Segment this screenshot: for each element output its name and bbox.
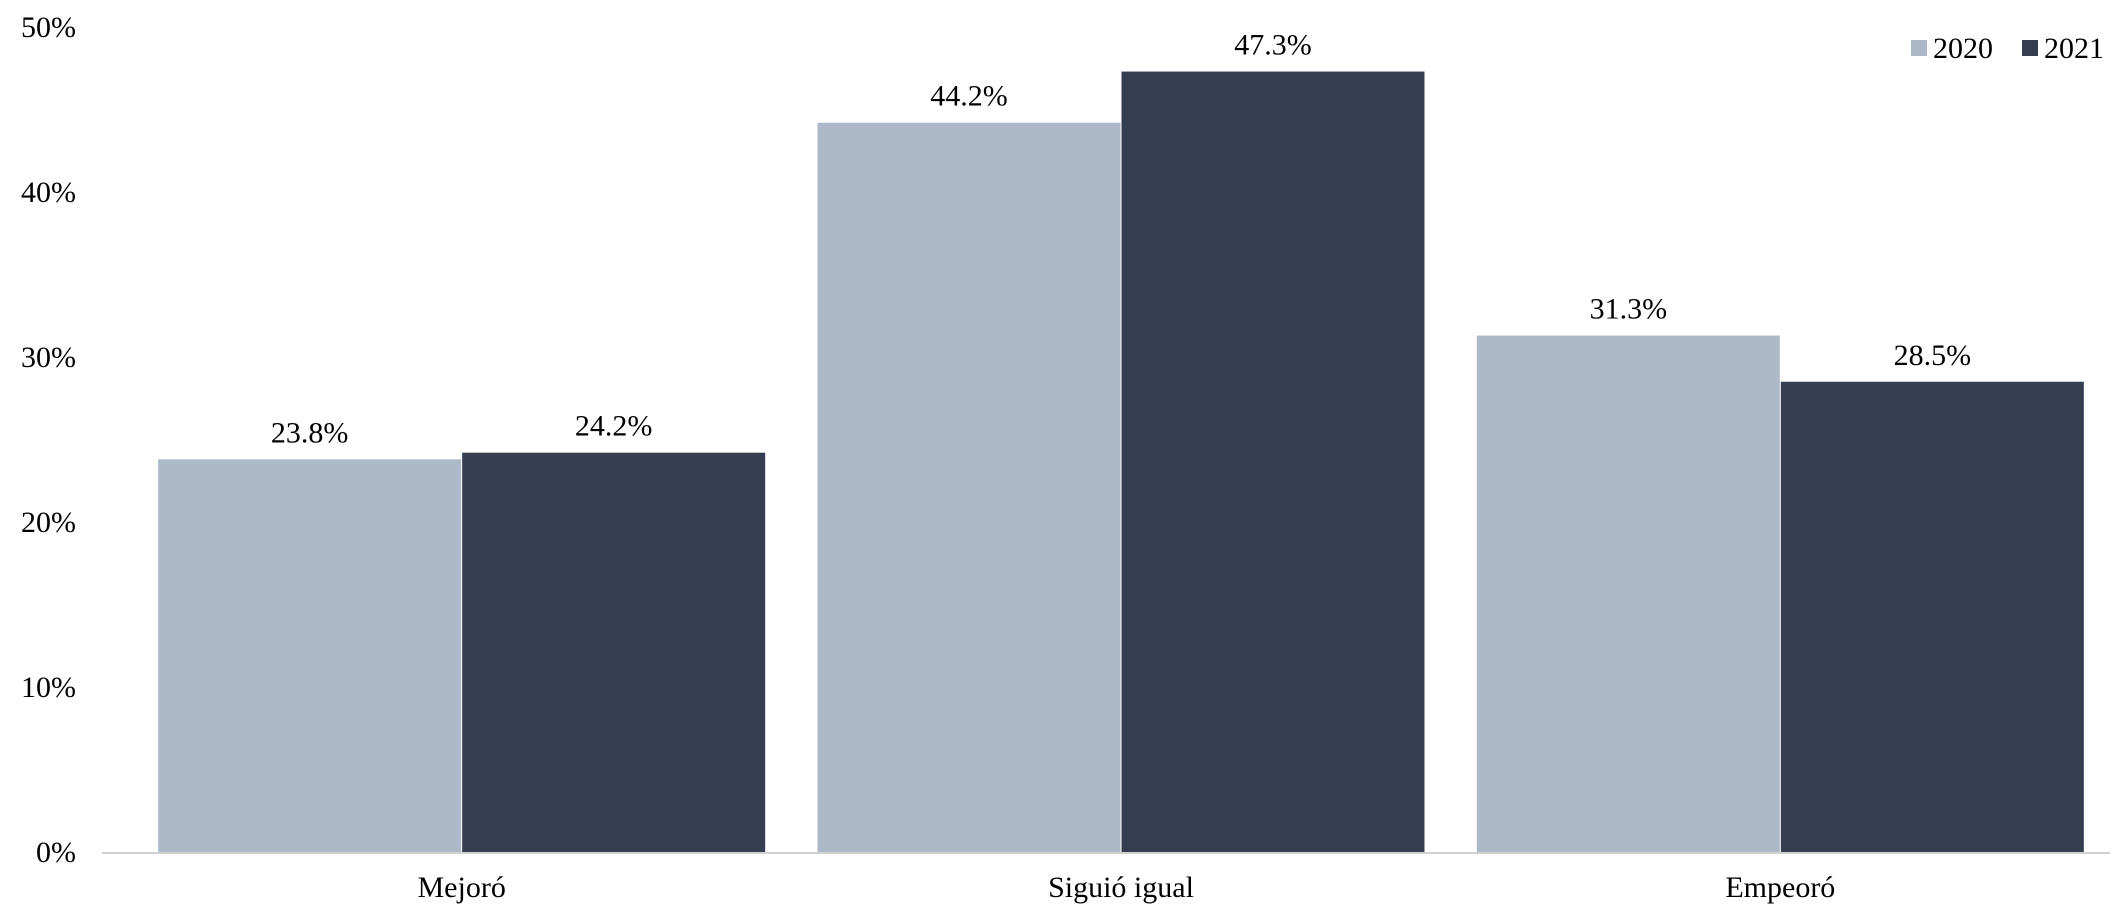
legend-label-2020: 2020 xyxy=(1933,32,1993,65)
data-label-2021-3: 28.5% xyxy=(1894,339,1972,372)
legend-label-2021: 2021 xyxy=(2044,32,2104,65)
y-tick-label: 30% xyxy=(21,341,76,374)
x-axis: Mejoró Siguió igual Empeoró xyxy=(418,871,1836,904)
y-tick-label: 10% xyxy=(21,671,76,704)
data-labels: 23.8% 24.2% 44.2% 47.3% 31.3% 28.5% xyxy=(271,29,1971,450)
data-label-2021-1: 24.2% xyxy=(575,410,653,443)
bar-2020-2 xyxy=(817,122,1121,852)
x-category-label: Mejoró xyxy=(418,871,506,904)
x-category-label: Empeoró xyxy=(1725,871,1835,904)
data-label-2020-3: 31.3% xyxy=(1590,293,1668,326)
x-category-label: Siguió igual xyxy=(1048,871,1194,904)
bar-2021-2 xyxy=(1121,71,1425,853)
bar-2020-1 xyxy=(158,459,462,852)
legend-swatch-2021 xyxy=(2022,40,2038,56)
data-label-2020-2: 44.2% xyxy=(930,80,1008,113)
legend-swatch-2020 xyxy=(1911,40,1927,56)
bar-2020-3 xyxy=(1476,335,1780,852)
y-axis: 0% 10% 20% 30% 40% 50% xyxy=(21,11,76,869)
bar-2021-1 xyxy=(462,452,766,852)
data-label-2021-2: 47.3% xyxy=(1234,29,1312,62)
bars xyxy=(158,71,2084,853)
y-tick-label: 0% xyxy=(36,836,76,869)
y-tick-label: 20% xyxy=(21,506,76,539)
legend: 2020 2021 xyxy=(1911,32,2104,65)
y-tick-label: 50% xyxy=(21,11,76,44)
y-tick-label: 40% xyxy=(21,176,76,209)
bar-2021-3 xyxy=(1780,381,2084,852)
data-label-2020-1: 23.8% xyxy=(271,416,349,449)
